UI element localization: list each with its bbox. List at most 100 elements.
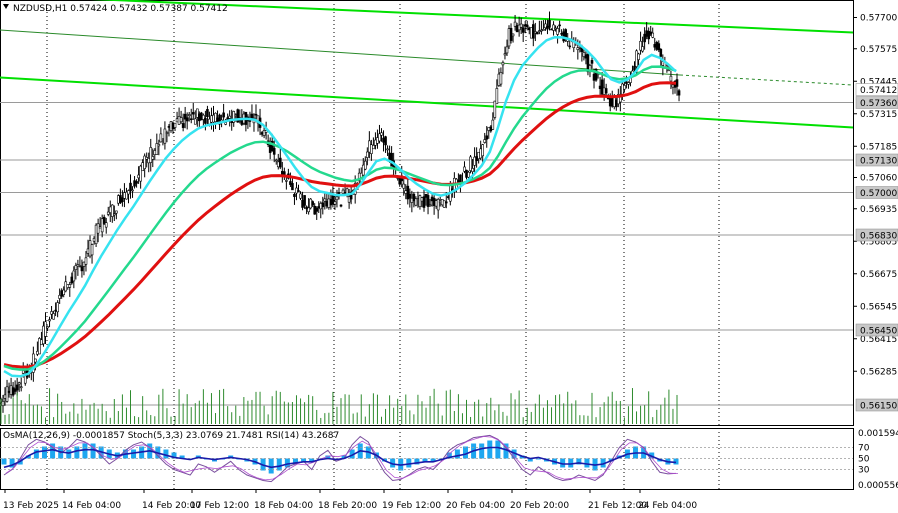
osma-histogram-bar	[284, 458, 290, 468]
candle-body	[254, 113, 258, 116]
candle-body	[602, 87, 606, 95]
candle-body	[212, 114, 215, 123]
candle-body	[525, 24, 529, 28]
candle-body	[62, 289, 66, 295]
time-axis-label: 14 Feb 04:00	[62, 501, 121, 511]
oscillator-level-label: 70	[858, 444, 870, 454]
osma-histogram-bar	[584, 458, 590, 468]
candle-body	[558, 24, 561, 27]
candle-body	[529, 27, 533, 39]
candle-body	[333, 201, 337, 205]
candle-body	[181, 123, 185, 128]
candle-body	[119, 195, 122, 204]
candle-body	[568, 45, 572, 48]
candle-body	[489, 126, 493, 132]
candle-body	[495, 88, 499, 105]
candle-body	[467, 171, 470, 178]
osma-histogram-bar	[349, 449, 355, 459]
time-axis-label: 19 Feb 12:00	[382, 501, 441, 511]
candle-body	[196, 108, 199, 118]
candle-body	[319, 203, 323, 210]
oscillator-level-label: 50	[858, 455, 870, 465]
candle-body	[380, 132, 383, 136]
candle-body	[645, 30, 648, 37]
candle-body	[165, 132, 169, 134]
candle-body	[108, 206, 112, 213]
candle-body	[21, 370, 25, 374]
time-axis-label: 18 Feb 04:00	[254, 501, 313, 511]
candle-body	[17, 382, 21, 385]
candle-body	[532, 24, 535, 39]
osma-histogram-bar	[74, 446, 80, 459]
candle-body	[15, 384, 19, 391]
candle-body	[5, 386, 9, 402]
candle-body	[637, 53, 640, 60]
price-tag	[855, 186, 898, 199]
candle-body	[289, 181, 292, 185]
candle-body	[444, 201, 448, 204]
candle-body	[311, 201, 314, 206]
candle-body	[479, 148, 482, 159]
candle-body	[538, 30, 541, 32]
candle-body	[406, 185, 410, 200]
osma-histogram-bar	[446, 452, 452, 459]
candle-body	[647, 30, 650, 40]
candle-body	[633, 65, 636, 71]
main-panel-frame	[0, 0, 854, 426]
candle-body	[487, 127, 491, 131]
candle-body	[378, 133, 381, 142]
candle-body	[544, 23, 547, 29]
osma-histogram-bar	[430, 458, 436, 462]
candle-body	[339, 204, 343, 207]
osma-histogram-bar	[600, 458, 606, 468]
candle-body	[23, 375, 27, 384]
candle-body	[331, 195, 335, 205]
candle-body	[376, 137, 379, 144]
price-axis-label: 0.56805	[860, 237, 897, 247]
candle-body	[72, 270, 76, 282]
candle-body	[546, 25, 549, 30]
osma-histogram-bar	[90, 443, 96, 459]
candle-body	[3, 394, 7, 399]
candle-body	[519, 23, 523, 28]
candle-body	[228, 115, 231, 119]
candle-body	[386, 148, 389, 151]
candle-body	[639, 40, 642, 51]
candle-body	[125, 191, 128, 200]
candle-body	[19, 386, 23, 389]
candle-body	[590, 60, 594, 64]
candle-body	[74, 265, 78, 270]
price-axis-label: 0.56935	[860, 205, 897, 215]
candle-body	[586, 53, 590, 73]
candle-body	[88, 240, 92, 257]
candle-body	[123, 192, 126, 199]
osma-histogram-bar	[454, 449, 460, 459]
osma-histogram-bar	[66, 449, 72, 459]
candle-body	[305, 206, 308, 210]
candle-body	[442, 200, 446, 208]
price-tag	[855, 153, 898, 167]
candle-body	[303, 195, 306, 206]
stoch-signal-line	[5, 436, 679, 481]
osma-histogram-bar	[568, 458, 574, 468]
candle-body	[317, 206, 321, 209]
candle-body	[469, 156, 472, 171]
price-axis-label: 0.57445	[860, 77, 897, 87]
candle-body	[262, 130, 266, 136]
osma-histogram-bar	[50, 443, 56, 459]
candle-body	[485, 135, 489, 140]
dropdown-triangle-icon	[3, 4, 9, 9]
candle-body	[649, 31, 652, 35]
candle-body	[173, 122, 177, 128]
candle-body	[34, 358, 37, 363]
candle-body	[171, 122, 175, 130]
candle-body	[366, 151, 369, 158]
candle-body	[208, 118, 211, 125]
candle-body	[82, 261, 86, 267]
time-axis-label: 14 Feb 20:00	[142, 501, 201, 511]
candle-body	[457, 180, 460, 182]
candle-body	[260, 132, 264, 135]
candle-body	[167, 126, 171, 128]
stoch-main-line	[3, 434, 677, 483]
